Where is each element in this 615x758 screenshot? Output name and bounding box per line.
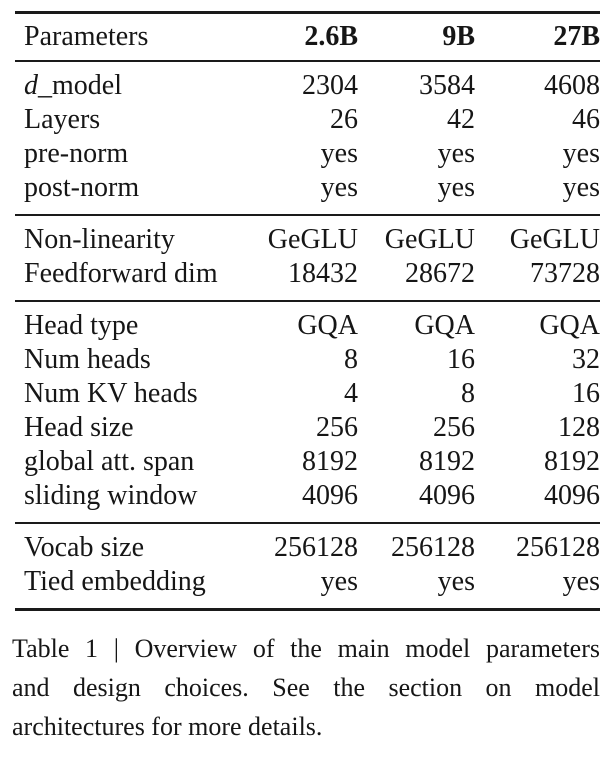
row-value: 4: [344, 377, 358, 409]
row-value: 3584: [419, 69, 475, 101]
row-value: yes: [437, 137, 475, 169]
header-label-parameters: Parameters: [24, 20, 149, 52]
row-value: 8: [461, 377, 475, 409]
caption-line-1: Table 1 | Overview of the main model par…: [12, 633, 600, 663]
table-group-1: d_model 2304 3584 4608 Layers 26 42 46 pre-norm y…: [15, 61, 600, 215]
row-value: 4608: [544, 69, 600, 101]
row-label: Non-linearity: [24, 223, 175, 255]
row-value: 42: [447, 103, 475, 135]
row-label: Num heads: [24, 343, 151, 375]
table-row: global att. span 8192 8192 8192: [15, 445, 600, 479]
table-header-row: Parameters 2.6B 9B 27B: [15, 13, 600, 61]
row-value: 32: [572, 343, 600, 375]
row-label: post-norm: [24, 171, 140, 203]
row-label: Layers: [24, 103, 101, 135]
row-value: GeGLU: [267, 223, 358, 255]
table-row: Head type GQA GQA GQA: [15, 301, 600, 343]
row-value: yes: [320, 565, 358, 597]
row-value: 8192: [544, 445, 600, 477]
row-value: 256128: [391, 531, 475, 563]
row-value: 26: [330, 103, 358, 135]
row-label: Head type: [24, 309, 139, 341]
row-value: 128: [558, 411, 600, 443]
row-value: GeGLU: [509, 223, 600, 255]
row-value: 16: [572, 377, 600, 409]
row-value: 256128: [274, 531, 358, 563]
row-value: 256: [316, 411, 358, 443]
table-row: pre-norm yes yes yes: [15, 137, 600, 171]
table-row: Num heads 8 16 32: [15, 343, 600, 377]
row-value: GQA: [539, 309, 600, 341]
table-row: Non-linearity GeGLU GeGLU GeGLU: [15, 215, 600, 257]
row-label: Vocab size: [24, 531, 144, 563]
header-col-3: 27B: [553, 20, 600, 52]
row-value: 8192: [302, 445, 358, 477]
row-label: d_model: [24, 69, 122, 101]
table-row: d_model 2304 3584 4608: [15, 61, 600, 103]
table-row: Vocab size 256128 256128 256128: [15, 523, 600, 565]
row-label: Head size: [24, 411, 134, 443]
row-value: GeGLU: [384, 223, 475, 255]
row-value: 4096: [302, 479, 358, 511]
table-caption: Table 1 | Overview of the main model par…: [12, 629, 600, 746]
row-value: 8: [344, 343, 358, 375]
row-value: yes: [562, 565, 600, 597]
row-value: yes: [320, 137, 358, 169]
caption-line-3: architectures for more details.: [12, 711, 323, 741]
row-value: 18432: [288, 257, 358, 289]
row-value: yes: [562, 171, 600, 203]
table-group-3: Head type GQA GQA GQA Num heads 8 16 32 Num KV h…: [15, 301, 600, 523]
row-label-italic-part: d: [24, 69, 38, 101]
row-value: 8192: [419, 445, 475, 477]
row-value: yes: [437, 565, 475, 597]
row-value: 73728: [530, 257, 600, 289]
table-row: sliding window 4096 4096 4096: [15, 479, 600, 523]
model-parameters-table: Parameters 2.6B 9B 27B d_model 2304 3584 4608…: [15, 11, 600, 611]
header-col-1: 2.6B: [304, 20, 358, 52]
row-label: global att. span: [24, 445, 195, 477]
table-row: Head size 256 256 128: [15, 411, 600, 445]
row-label: pre-norm: [24, 137, 129, 169]
row-value: yes: [562, 137, 600, 169]
row-value: yes: [437, 171, 475, 203]
row-label: Num KV heads: [24, 377, 198, 409]
table-group-2: Non-linearity GeGLU GeGLU GeGLU Feedforward …: [15, 215, 600, 301]
row-value: 28672: [405, 257, 475, 289]
row-value: 4096: [544, 479, 600, 511]
row-value: 16: [447, 343, 475, 375]
row-value: GQA: [414, 309, 475, 341]
row-value: GQA: [297, 309, 358, 341]
caption-line-2: and design choices. See the section on m…: [12, 672, 600, 702]
table-row: Num KV heads 4 8 16: [15, 377, 600, 411]
table-row: Tied embedding yes yes yes: [15, 565, 600, 610]
table-row: post-norm yes yes yes: [15, 171, 600, 215]
row-label: Feedforward dim: [24, 257, 218, 289]
row-value: 46: [572, 103, 600, 135]
row-label: sliding window: [24, 479, 198, 511]
paper-page: Parameters 2.6B 9B 27B d_model 2304 3584 4608…: [0, 11, 615, 758]
row-value: 2304: [302, 69, 358, 101]
table-row: Layers 26 42 46: [15, 103, 600, 137]
row-value: yes: [320, 171, 358, 203]
table-row: Feedforward dim 18432 28672 73728: [15, 257, 600, 301]
row-value: 256: [433, 411, 475, 443]
row-value: 256128: [516, 531, 600, 563]
row-label: Tied embedding: [24, 565, 206, 597]
table-header: Parameters 2.6B 9B 27B: [15, 13, 600, 61]
row-value: 4096: [419, 479, 475, 511]
header-col-2: 9B: [442, 20, 475, 52]
table-group-4: Vocab size 256128 256128 256128 Tied embeddi…: [15, 523, 600, 610]
